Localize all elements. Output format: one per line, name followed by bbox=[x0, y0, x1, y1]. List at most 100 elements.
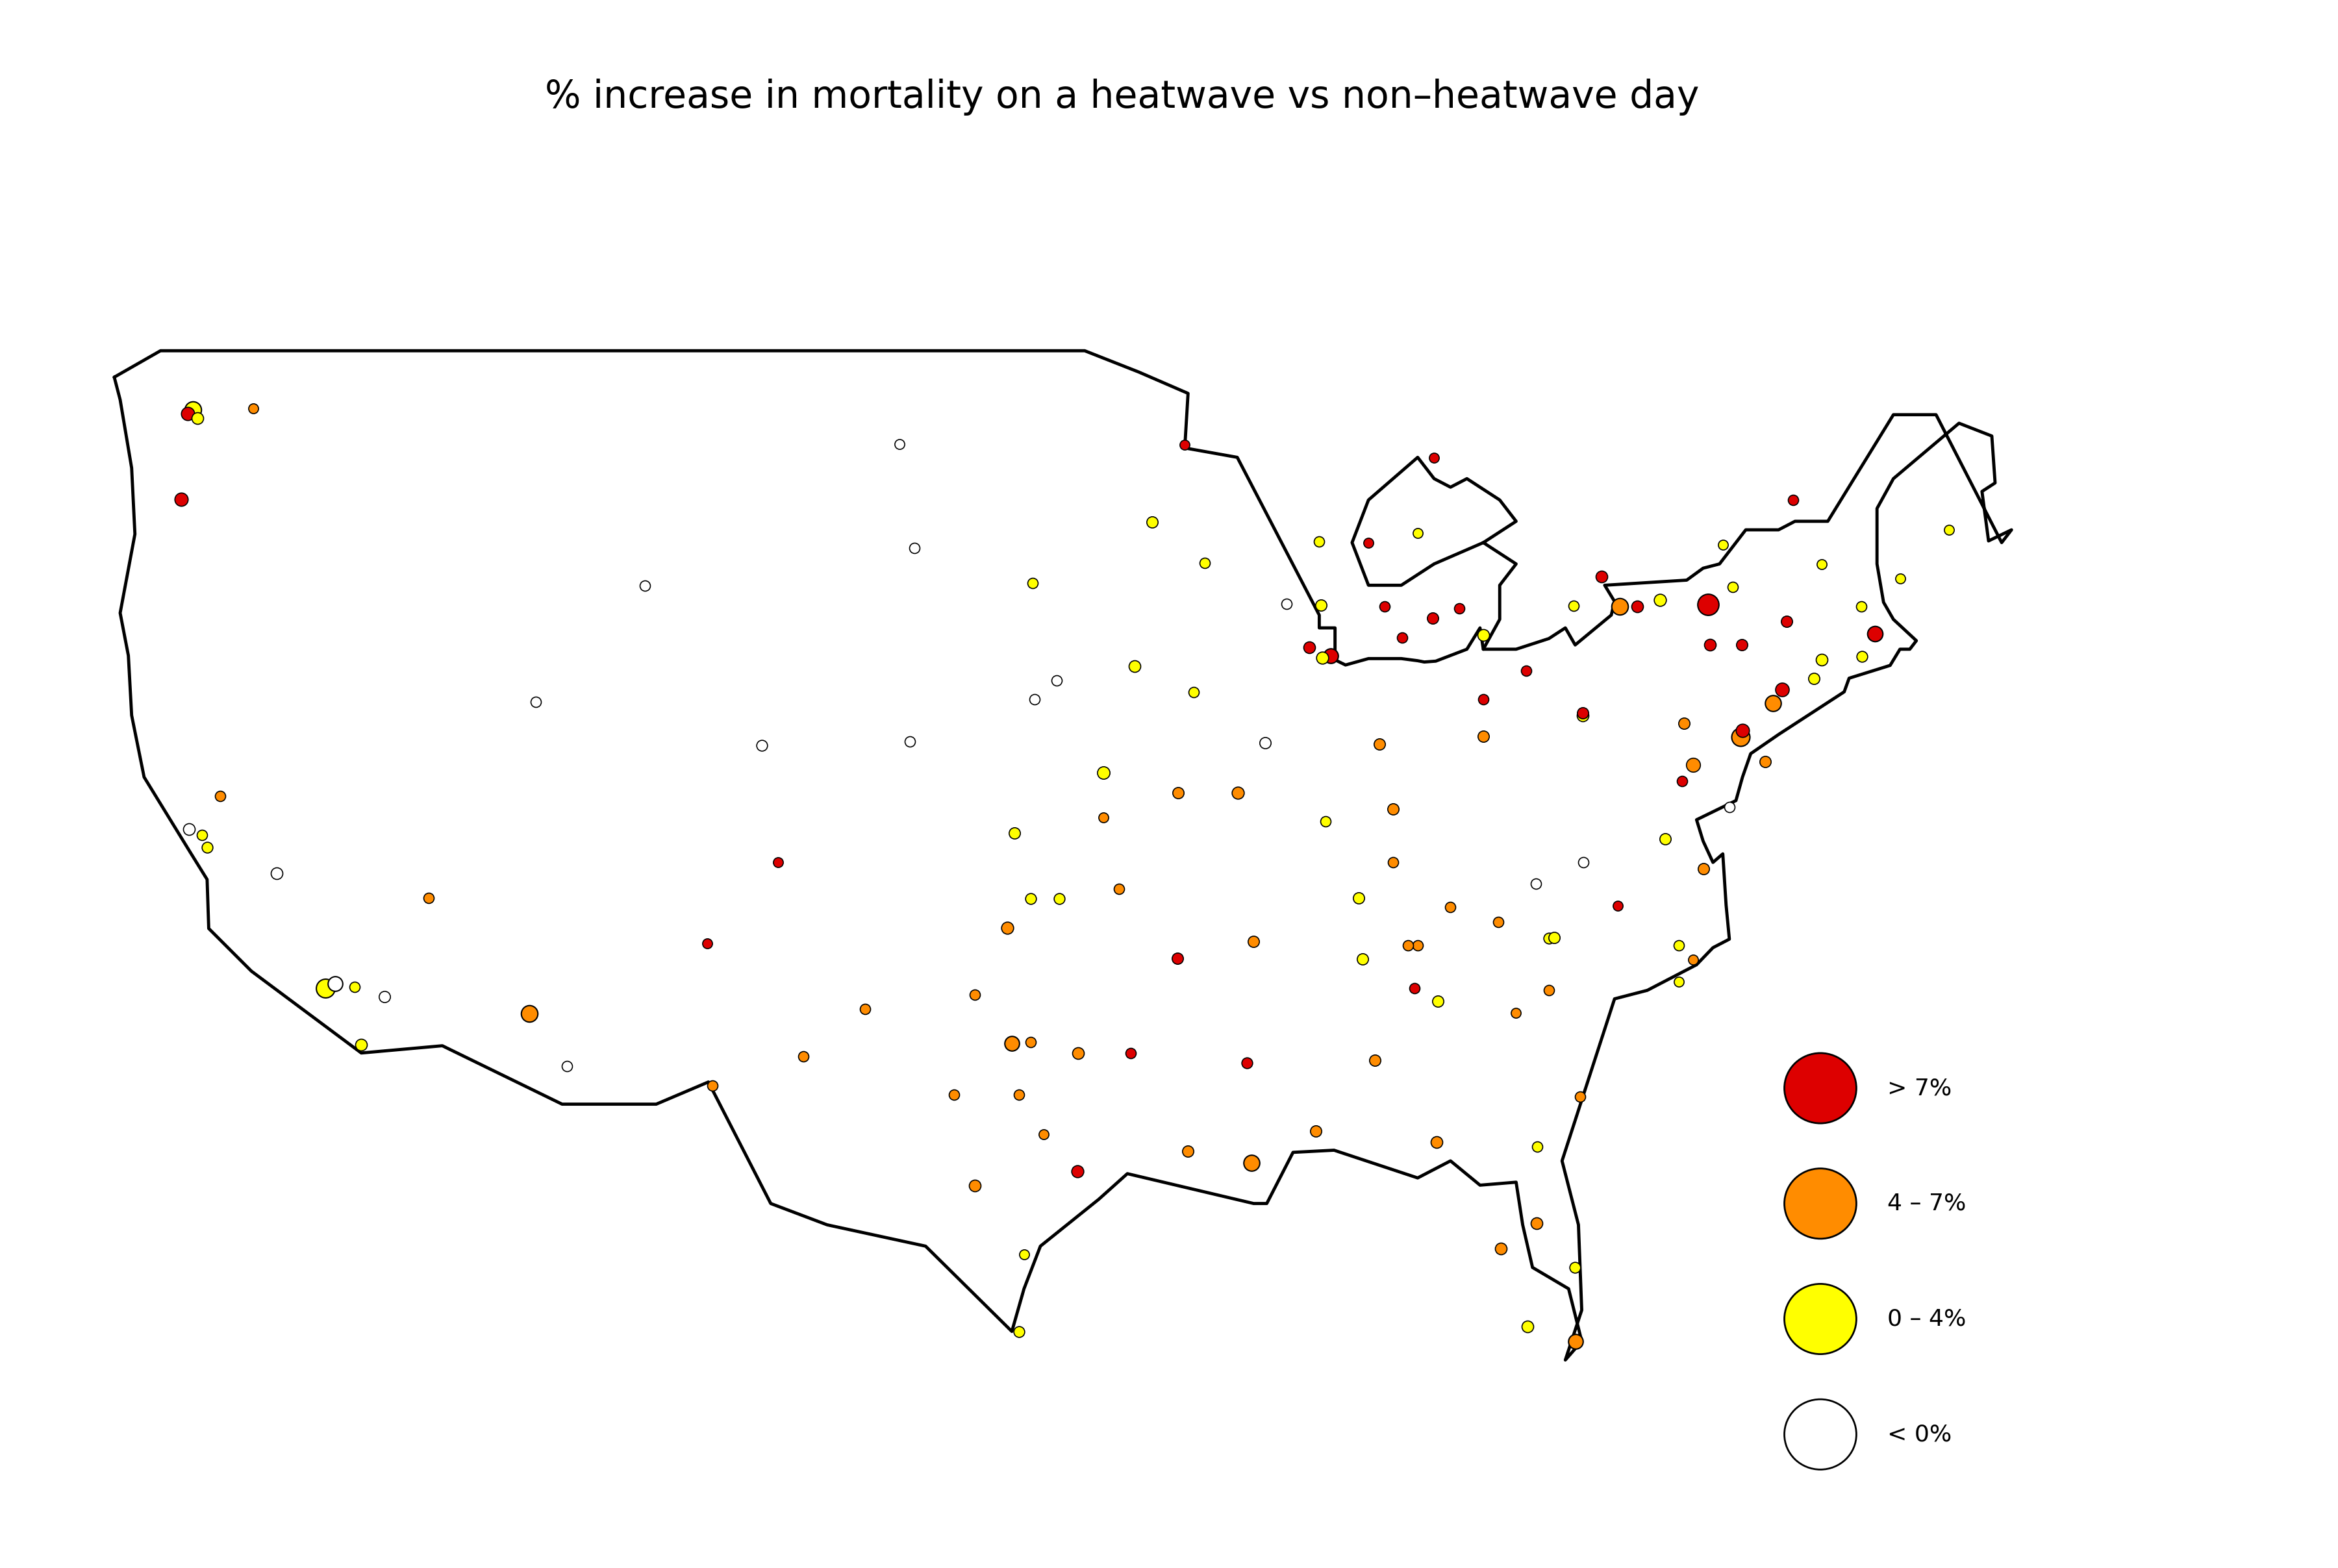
Point bbox=[1775, 488, 1812, 513]
Point bbox=[1529, 925, 1566, 950]
Point bbox=[1641, 586, 1679, 612]
Point bbox=[1711, 795, 1749, 820]
Point bbox=[1059, 1159, 1097, 1184]
Point bbox=[409, 886, 447, 911]
Point bbox=[1508, 659, 1545, 684]
Point bbox=[1602, 594, 1639, 619]
Point bbox=[1856, 621, 1894, 646]
Point bbox=[1389, 933, 1426, 958]
Circle shape bbox=[1784, 1399, 1856, 1469]
Point bbox=[1398, 933, 1436, 958]
Point bbox=[164, 486, 201, 511]
Point bbox=[1307, 809, 1344, 834]
Point bbox=[1040, 886, 1078, 911]
Point bbox=[517, 690, 554, 715]
Point bbox=[549, 1054, 587, 1079]
Point bbox=[1723, 632, 1761, 657]
Point bbox=[337, 974, 374, 999]
Point bbox=[1101, 877, 1139, 902]
Point bbox=[1564, 701, 1602, 726]
Point bbox=[1845, 644, 1882, 670]
Point bbox=[1365, 594, 1403, 619]
Point bbox=[1375, 850, 1412, 875]
Point bbox=[306, 975, 344, 1000]
Point bbox=[956, 982, 994, 1007]
Point bbox=[1466, 724, 1503, 750]
Point bbox=[1417, 1129, 1454, 1154]
Point bbox=[1017, 687, 1054, 712]
Point bbox=[1024, 1121, 1061, 1146]
Point bbox=[891, 729, 928, 754]
Point bbox=[1340, 886, 1377, 911]
Point bbox=[1176, 679, 1213, 704]
Point bbox=[189, 834, 227, 859]
Point bbox=[1232, 1151, 1270, 1176]
Text: > 7%: > 7% bbox=[1887, 1077, 1952, 1099]
Text: 4 – 7%: 4 – 7% bbox=[1887, 1193, 1966, 1215]
Point bbox=[1721, 724, 1758, 750]
Point bbox=[1414, 445, 1452, 470]
Point bbox=[1431, 894, 1468, 919]
Point bbox=[1414, 605, 1452, 630]
Point bbox=[694, 1073, 732, 1098]
Point bbox=[846, 996, 884, 1021]
Point bbox=[994, 1032, 1031, 1057]
Point bbox=[1517, 1210, 1555, 1236]
Point bbox=[512, 1002, 549, 1027]
Point bbox=[1167, 433, 1204, 458]
Point bbox=[1665, 710, 1702, 735]
Point bbox=[182, 822, 220, 847]
Point bbox=[1059, 1041, 1097, 1066]
Point bbox=[1012, 886, 1050, 911]
Point bbox=[316, 971, 353, 996]
Circle shape bbox=[1784, 1284, 1856, 1355]
Point bbox=[1005, 1242, 1043, 1267]
Point bbox=[1001, 1082, 1038, 1107]
Point bbox=[1674, 753, 1711, 778]
Point bbox=[1012, 1030, 1050, 1055]
Point bbox=[1674, 947, 1711, 972]
Point bbox=[1763, 677, 1800, 702]
Point bbox=[1267, 591, 1305, 616]
Point bbox=[1169, 1138, 1206, 1163]
Point bbox=[1134, 510, 1171, 535]
Point bbox=[1529, 978, 1566, 1004]
Point bbox=[956, 1173, 994, 1198]
Circle shape bbox=[1784, 1168, 1856, 1239]
Point bbox=[1583, 564, 1620, 590]
Text: % increase in mortality on a heatwave vs non–heatwave day: % increase in mortality on a heatwave vs… bbox=[545, 78, 1700, 116]
Point bbox=[786, 1044, 823, 1069]
Point bbox=[1001, 1319, 1038, 1344]
Point bbox=[1227, 1051, 1265, 1076]
Point bbox=[1686, 856, 1723, 881]
Point bbox=[1690, 632, 1728, 657]
Point bbox=[1754, 691, 1791, 717]
Point bbox=[1536, 925, 1573, 950]
Point bbox=[1517, 1134, 1555, 1159]
Point bbox=[1115, 654, 1153, 679]
Point bbox=[1662, 768, 1700, 793]
Point bbox=[1931, 517, 1969, 543]
Point bbox=[1704, 532, 1742, 557]
Circle shape bbox=[1784, 1054, 1856, 1123]
Point bbox=[175, 397, 213, 422]
Point bbox=[1218, 781, 1256, 806]
Point bbox=[1796, 666, 1833, 691]
Point bbox=[1496, 1000, 1534, 1025]
Point bbox=[1234, 928, 1272, 953]
Point bbox=[1085, 760, 1122, 786]
Text: < 0%: < 0% bbox=[1887, 1424, 1952, 1446]
Point bbox=[627, 574, 664, 599]
Point bbox=[881, 431, 919, 456]
Point bbox=[344, 1032, 381, 1057]
Point bbox=[1723, 718, 1761, 743]
Point bbox=[1517, 872, 1555, 897]
Point bbox=[1384, 626, 1422, 651]
Point bbox=[989, 916, 1026, 941]
Point bbox=[1160, 781, 1197, 806]
Point bbox=[178, 406, 215, 431]
Point bbox=[1646, 826, 1683, 851]
Point bbox=[1803, 552, 1840, 577]
Point bbox=[257, 861, 295, 886]
Point bbox=[1599, 892, 1637, 917]
